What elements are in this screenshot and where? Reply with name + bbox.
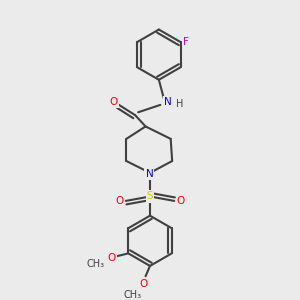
Text: O: O [107,253,116,263]
Text: N: N [146,169,153,179]
Text: N: N [164,97,172,107]
Text: O: O [115,196,123,206]
Text: O: O [110,97,118,107]
Text: CH₃: CH₃ [123,290,141,300]
Text: S: S [147,191,153,202]
Text: F: F [183,37,189,47]
Text: O: O [177,196,185,206]
Text: O: O [139,279,147,289]
Text: CH₃: CH₃ [87,259,105,269]
Text: H: H [176,99,184,109]
